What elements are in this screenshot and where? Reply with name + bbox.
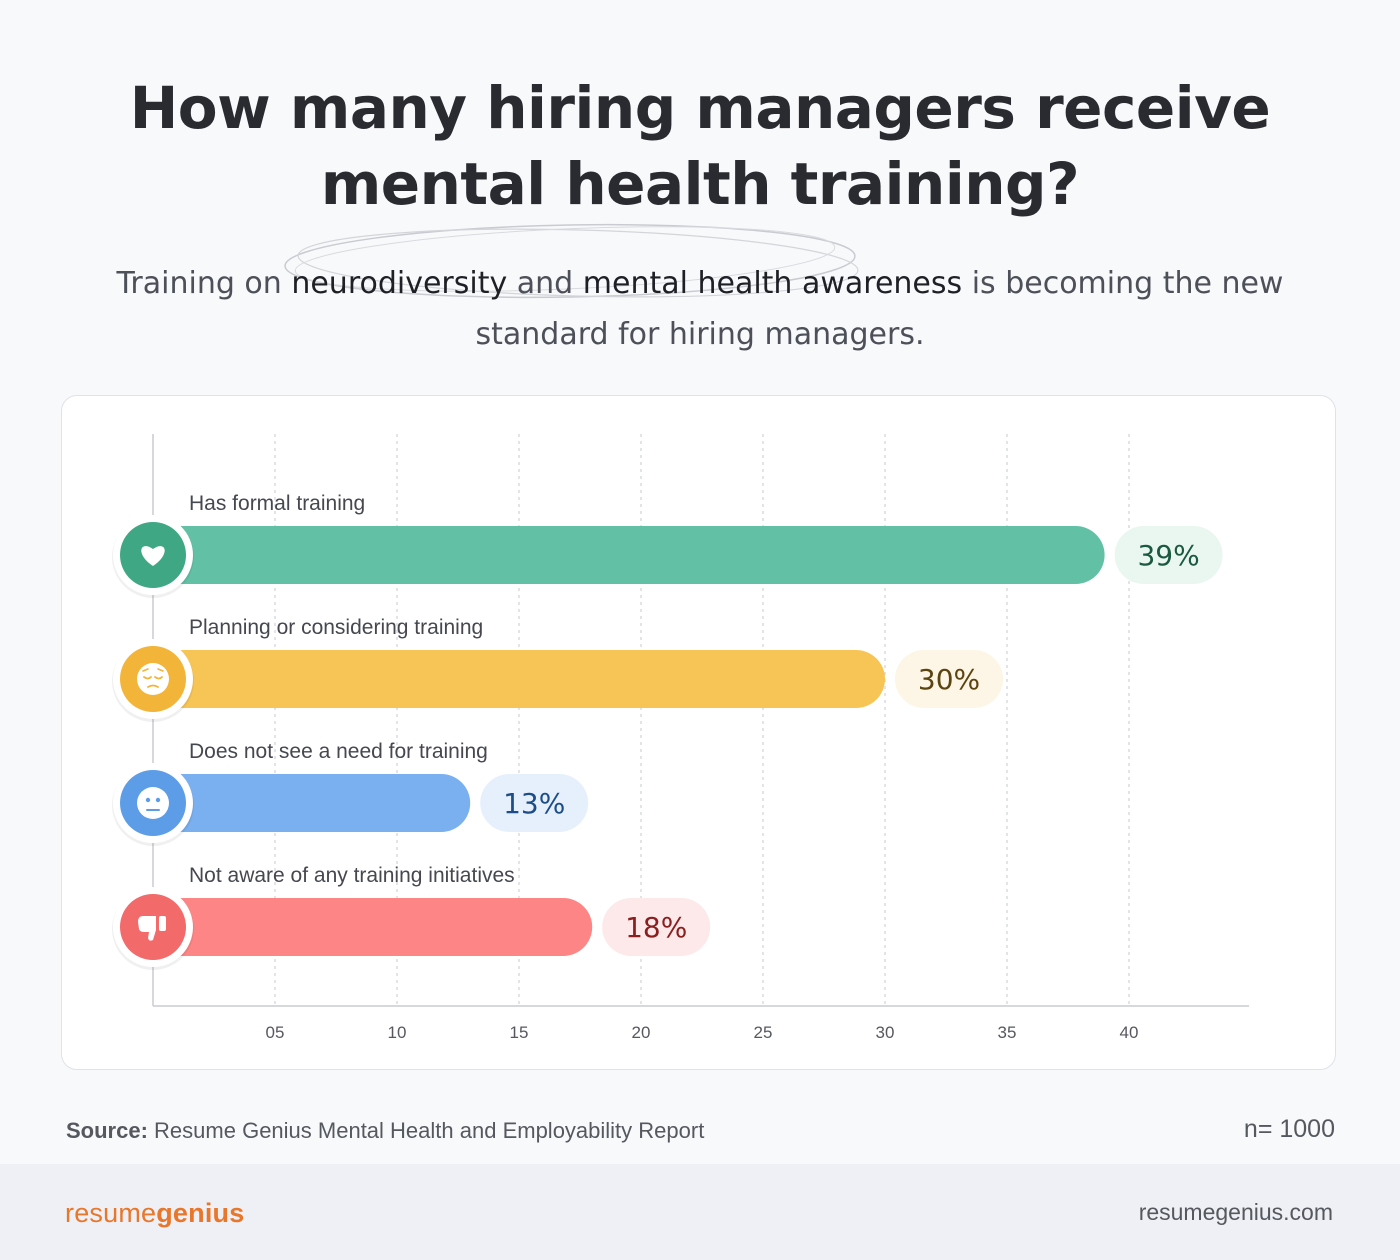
heart-icon bbox=[141, 546, 165, 566]
x-tick-label: 05 bbox=[266, 1023, 285, 1042]
x-tick-label: 20 bbox=[632, 1023, 651, 1042]
x-tick-label: 30 bbox=[876, 1023, 895, 1042]
x-tick-label: 40 bbox=[1120, 1023, 1139, 1042]
chart-card: 05 10 15 20 25 30 35 40 Has formal training 39% Pl… bbox=[61, 395, 1336, 1070]
category-label: Does not see a need for training bbox=[189, 740, 488, 763]
source-note: Source: Resume Genius Mental Health and … bbox=[66, 1118, 704, 1144]
x-tick-label: 10 bbox=[388, 1023, 407, 1042]
category-label: Not aware of any training initiatives bbox=[189, 864, 515, 887]
bar bbox=[153, 774, 471, 832]
title-line-2: mental health training? bbox=[320, 150, 1080, 218]
value-label: 13% bbox=[503, 787, 565, 820]
x-tick-label: 25 bbox=[754, 1023, 773, 1042]
logo-part-1: resume bbox=[65, 1198, 157, 1228]
value-badge bbox=[1114, 526, 1223, 584]
value-label: 18% bbox=[625, 911, 687, 944]
bar bbox=[153, 526, 1105, 584]
source-label: Source: bbox=[66, 1118, 148, 1143]
value-badge bbox=[895, 650, 1003, 708]
thumbs-down-icon bbox=[138, 916, 166, 941]
category-label: Planning or considering training bbox=[189, 616, 483, 639]
worried-face-icon bbox=[137, 663, 169, 695]
logo-part-2: genius bbox=[156, 1198, 245, 1228]
x-tick-label: 15 bbox=[510, 1023, 529, 1042]
subtitle: Training on neurodiversity and mental he… bbox=[70, 258, 1330, 360]
page-title: How many hiring managers receive mental … bbox=[0, 70, 1400, 299]
subtitle-part-2: and bbox=[507, 266, 583, 301]
bar bbox=[153, 650, 885, 708]
x-tick-label: 35 bbox=[998, 1023, 1017, 1042]
value-label: 30% bbox=[918, 663, 980, 696]
neutral-face-icon bbox=[137, 787, 169, 819]
title-line-1: How many hiring managers receive bbox=[129, 74, 1271, 142]
subtitle-highlight-1: neurodiversity bbox=[291, 266, 508, 301]
bar bbox=[153, 898, 593, 956]
footer: resumegenius resumegenius.com bbox=[0, 1164, 1400, 1260]
bar-chart: 05 10 15 20 25 30 35 40 Has formal training 39% Pl… bbox=[112, 434, 1249, 1042]
value-badge bbox=[480, 774, 589, 832]
value-label: 39% bbox=[1137, 539, 1199, 572]
subtitle-part-1: Training on bbox=[116, 266, 292, 301]
swirl-decoration bbox=[284, 223, 859, 299]
source-text: Resume Genius Mental Health and Employab… bbox=[154, 1118, 705, 1143]
value-badge bbox=[602, 898, 711, 956]
subtitle-highlight-2: mental health awareness bbox=[582, 266, 963, 301]
sample-size: n= 1000 bbox=[1243, 1115, 1335, 1143]
brand-logo[interactable]: resumegenius bbox=[65, 1198, 244, 1229]
category-label: Has formal training bbox=[189, 492, 365, 515]
subtitle-part-3: is becoming the new standard for hiring … bbox=[475, 266, 1284, 352]
site-link[interactable]: resumegenius.com bbox=[1138, 1199, 1333, 1225]
